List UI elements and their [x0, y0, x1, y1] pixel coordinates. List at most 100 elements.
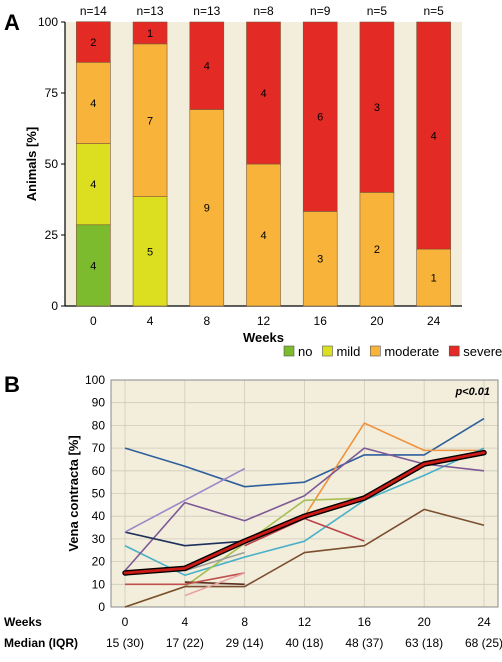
bar-count-label: 4 [90, 260, 96, 272]
panel-a-y-tick-label: 100 [38, 15, 58, 29]
median-iqr-value: 15 (30) [106, 636, 144, 650]
median-iqr-value: 48 (37) [345, 636, 383, 650]
panel-b-y-tick-label: 30 [92, 532, 106, 546]
panel-b-x-tick-label: 24 [477, 615, 491, 629]
n-label: n=8 [253, 4, 274, 18]
bar-segment-severe [246, 21, 281, 165]
panel-a-x-tick-label: 0 [90, 314, 97, 328]
bar-count-label: 2 [374, 244, 380, 256]
bar-segment-severe [359, 21, 395, 193]
legend-swatch-moderate [370, 345, 381, 357]
bar-count-label: 6 [317, 112, 323, 124]
legend-label-moderate: moderate [384, 344, 439, 359]
bar-count-label: 1 [147, 28, 153, 40]
median-iqr-value: 29 (14) [226, 636, 264, 650]
legend-label-no: no [298, 344, 312, 359]
panel-b-y-tick-label: 20 [92, 555, 106, 569]
panel-a-x-tick-label: 20 [370, 314, 384, 328]
bar-segment-severe [302, 21, 338, 212]
panel-a-y-tick-label: 50 [45, 157, 59, 171]
individual-line-0 [124, 417, 485, 488]
n-label: n=5 [423, 4, 444, 18]
panel-a-chart: 0 25 50 75 100 4 4 4 2 n=14 0 5 7 1 n=13 4 9 4 n=13 8 4 4 n=8 1… [24, 4, 502, 359]
bar-segment-severe [132, 21, 168, 45]
panel-b-y-tick-label: 90 [92, 396, 106, 410]
bar-count-label: 4 [260, 230, 266, 242]
bar-segment-mild [132, 196, 168, 307]
legend-swatch-mild [322, 345, 333, 357]
individual-line-8 [125, 572, 245, 586]
panel-a-y-tick-label: 0 [51, 299, 58, 313]
panel-b-x-tick-label: 12 [298, 615, 312, 629]
bar-segment-severe [189, 21, 225, 110]
panel-b-x-tick-label: 8 [241, 615, 248, 629]
individual-line-2 [124, 447, 485, 577]
bar-count-label: 4 [260, 88, 266, 100]
panel-b-y-tick-label: 40 [92, 509, 106, 523]
bar-segment-moderate [359, 192, 395, 307]
n-label: n=13 [193, 4, 220, 18]
median-iqr-value: 63 (18) [405, 636, 443, 650]
panel-b-x-tick-label: 20 [417, 615, 431, 629]
panel-b-y-tick-label: 60 [92, 464, 106, 478]
panel-b-x-tick-label: 0 [122, 615, 129, 629]
bar-count-label: 4 [90, 179, 96, 191]
panel-b-letter: B [4, 372, 20, 397]
panel-a-letter: A [4, 10, 20, 35]
bar-segment-severe [76, 21, 111, 63]
bar-count-label: 3 [374, 102, 380, 114]
median-iqr-row-label: Median (IQR) [4, 636, 78, 650]
n-label: n=14 [80, 4, 107, 18]
panel-b-chart: 0 10 20 30 40 50 60 70 80 90 100 p<0.01 0 15 (30) 4 17 … [4, 373, 502, 650]
bar-count-label: 4 [90, 98, 96, 110]
bar-count-label: 5 [147, 246, 153, 258]
median-iqr-value: 17 (22) [166, 636, 204, 650]
bar-count-label: 2 [90, 37, 96, 49]
panel-b-y-tick-label: 70 [92, 441, 106, 455]
panel-a-x-tick-label: 12 [257, 314, 271, 328]
bar-segment-moderate [76, 62, 111, 144]
individual-line-10 [184, 572, 245, 597]
panel-a-x-tick-label: 24 [427, 314, 441, 328]
panel-b-x-axis-title: Weeks [4, 615, 42, 629]
bar-segment-moderate [416, 248, 451, 307]
individual-line-9 [124, 467, 246, 533]
individual-line-7 [124, 531, 245, 547]
panel-b-y-tick-label: 100 [85, 373, 105, 387]
bar-count-label: 7 [147, 115, 153, 127]
bar-segment-moderate [132, 43, 168, 197]
legend-swatch-no [283, 345, 295, 357]
panel-b-y-tick-label: 0 [98, 600, 105, 614]
n-label: n=5 [367, 4, 388, 18]
bar-segment-severe [416, 21, 451, 250]
panel-a-x-tick-label: 8 [203, 314, 210, 328]
panel-a-x-tick-label: 16 [314, 314, 328, 328]
median-iqr-value: 68 (25) [465, 636, 502, 650]
p-value-annotation: p<0.01 [454, 386, 490, 398]
legend-label-mild: mild [336, 344, 360, 359]
panel-b-y-tick-label: 50 [92, 487, 106, 501]
bar-count-label: 4 [204, 61, 210, 73]
panel-a-y-axis-title: Animals [%] [24, 127, 39, 201]
bar-segment-moderate [246, 163, 281, 307]
panel-a-x-tick-label: 4 [147, 314, 154, 328]
panel-b-plot-frame [110, 379, 499, 608]
panel-b-x-tick-label: 4 [181, 615, 188, 629]
bar-count-label: 4 [431, 131, 437, 143]
bar-segment-moderate [189, 109, 225, 307]
panel-a-y-tick-label: 75 [45, 86, 59, 100]
individual-line-12 [184, 551, 245, 572]
individual-line-5 [124, 508, 485, 608]
panel-a-y-tick-label: 25 [45, 228, 59, 242]
n-label: n=13 [137, 4, 164, 18]
bar-segment-mild [76, 143, 111, 226]
panel-b-y-axis-title: Vena contracta [%] [66, 435, 81, 551]
median-line [123, 451, 486, 575]
bar-count-label: 9 [204, 203, 210, 215]
median-iqr-value: 40 (18) [285, 636, 323, 650]
legend-label-severe: severe [463, 344, 502, 359]
legend-swatch-severe [448, 345, 460, 357]
panel-b-x-tick-label: 16 [358, 615, 372, 629]
panel-b-y-tick-label: 80 [92, 418, 106, 432]
